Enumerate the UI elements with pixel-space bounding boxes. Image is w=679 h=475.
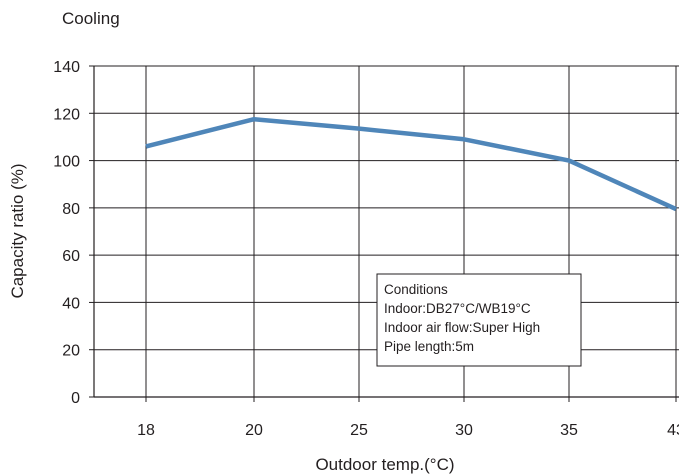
y-tick-label: 40: [62, 295, 80, 312]
y-tick-label: 140: [53, 59, 80, 76]
chart-title: Cooling: [62, 9, 120, 28]
conditions-line: Indoor air flow:Super High: [384, 320, 540, 335]
axes: 0 20 40 60 80 100 120 140 18 20 25 30 35 43: [53, 59, 679, 439]
y-axis-title: Capacity ratio (%): [8, 163, 27, 298]
series-layer: [145, 116, 677, 212]
y-tick-label: 0: [71, 390, 80, 407]
y-tick-label: 20: [62, 343, 80, 360]
y-tick-label: 120: [53, 106, 80, 123]
x-tick-label: 43: [667, 422, 679, 439]
x-tick-label: 25: [350, 422, 368, 439]
x-tick-label: 30: [455, 422, 473, 439]
conditions-box-frame: [376, 273, 582, 367]
y-tick-label: 80: [62, 201, 80, 218]
y-tick-label: 100: [53, 154, 80, 171]
y-tick-label: 60: [62, 248, 80, 265]
x-tick-label: 18: [137, 422, 155, 439]
capacity-series-line: [145, 116, 677, 212]
conditions-line: Conditions: [384, 282, 448, 297]
conditions-line: Indoor:DB27°C/WB19°C: [384, 301, 531, 316]
x-tick-label: 20: [245, 422, 263, 439]
conditions-box: Conditions Indoor:DB27°C/WB19°C Indoor air…: [376, 273, 582, 367]
conditions-line: Pipe length:5m: [384, 339, 474, 354]
x-tick-label: 35: [560, 422, 578, 439]
x-axis-title: Outdoor temp.(°C): [315, 455, 454, 474]
